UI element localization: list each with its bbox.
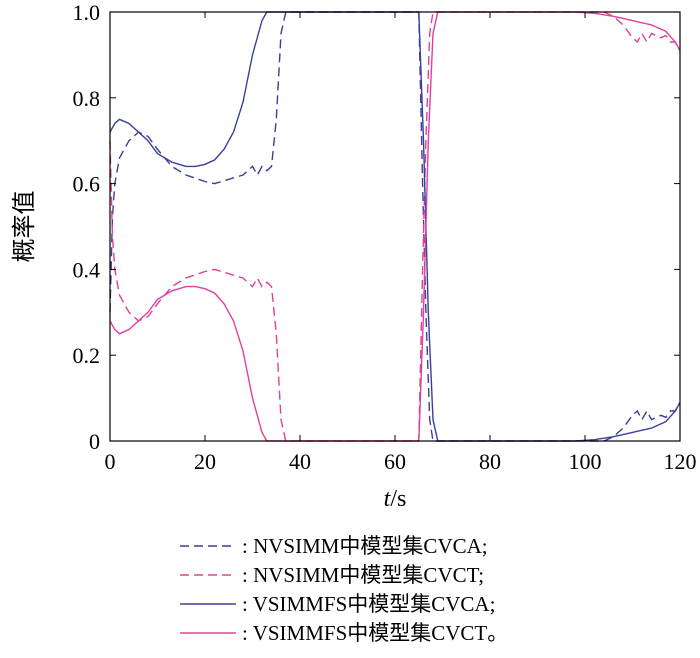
y-axis-title: 概率值 [11,191,38,263]
legend: : NVSIMM中模型集CVCA; : NVSIMM中模型集CVCT; : VSIM… [180,534,508,645]
x-tick-label: 100 [569,449,602,474]
x-axis-title-variable: t [384,486,392,512]
plot-frame [109,11,681,442]
y-tick-label: 1.0 [73,0,101,25]
x-tick-label: 60 [384,449,406,474]
x-axis-title: t/s [384,486,407,512]
x-axis-title-unit: /s [390,486,406,512]
x-tick-label: 20 [194,449,216,474]
axis-tick-labels: 0 20 40 60 80 100 120 0 0.2 0.4 0.6 0.8 1.0 [73,0,697,474]
legend-label-2: : NVSIMM中模型集CVCT; [242,563,484,587]
legend-label-4: : VSIMMFS中模型集CVCT。 [242,621,508,645]
series-line-4 [109,11,681,442]
x-tick-label: 120 [664,449,697,474]
plot-series-layer [109,11,681,442]
y-tick-label: 0.6 [73,172,101,197]
series-line-3 [109,11,681,442]
series-line-1 [109,11,681,442]
axis-ticks [109,11,681,442]
y-tick-label: 0 [89,429,100,454]
legend-label-3: : VSIMMFS中模型集CVCA; [242,592,495,616]
y-tick-label: 0.4 [73,257,101,282]
x-tick-label: 80 [479,449,501,474]
x-tick-label: 0 [105,449,116,474]
y-tick-label: 0.8 [73,86,101,111]
y-tick-label: 0.2 [73,343,101,368]
series-line-2 [109,11,681,442]
legend-label-1: : NVSIMM中模型集CVCA; [242,534,488,558]
x-tick-label: 40 [289,449,311,474]
